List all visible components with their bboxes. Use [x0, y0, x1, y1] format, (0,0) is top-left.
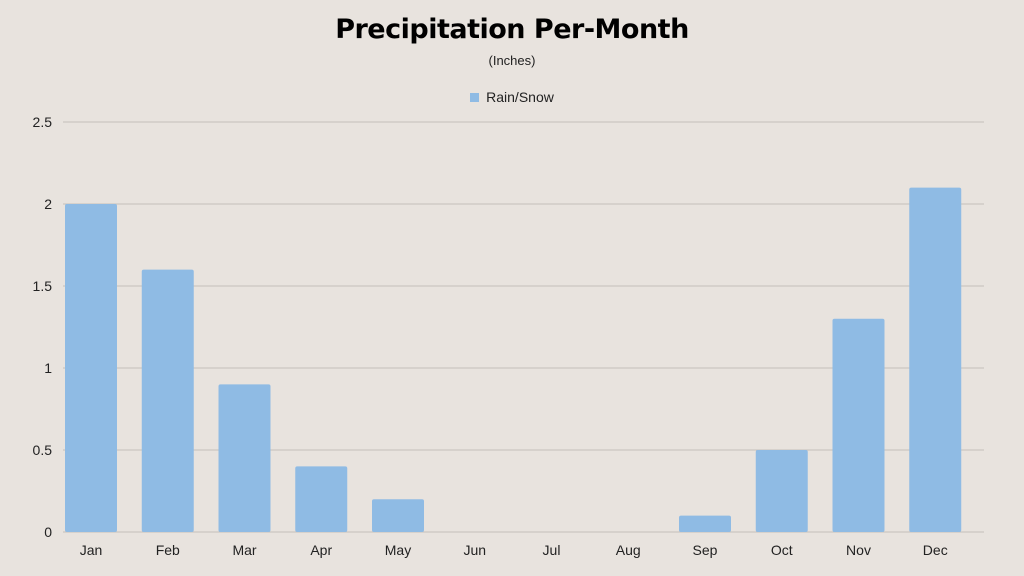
- chart-subtitle: (Inches): [488, 53, 536, 68]
- x-tick-label: Dec: [923, 542, 948, 558]
- x-tick-label: Apr: [310, 542, 332, 558]
- y-tick-label: 2: [44, 196, 52, 212]
- bar: [295, 466, 348, 532]
- bar: [65, 204, 117, 532]
- bar: [755, 450, 808, 532]
- bar: [679, 515, 731, 532]
- x-tick-label: Aug: [616, 542, 641, 558]
- x-tick-label: May: [385, 542, 411, 558]
- bar: [832, 318, 885, 532]
- y-tick-label: 1: [44, 360, 52, 376]
- x-tick-label: Sep: [693, 542, 718, 558]
- bar: [372, 499, 424, 532]
- y-tick-label: 0.5: [33, 442, 53, 458]
- bar: [141, 269, 194, 532]
- y-tick-label: 2.5: [33, 114, 53, 130]
- x-tick-label: Jun: [463, 542, 486, 558]
- chart-legend: Rain/Snow: [0, 89, 1024, 105]
- legend-swatch: [470, 92, 480, 102]
- x-tick-label: Oct: [771, 542, 793, 558]
- bar: [909, 187, 962, 532]
- legend-label: Rain/Snow: [486, 89, 554, 105]
- y-tick-label: 1.5: [33, 278, 53, 294]
- x-tick-label: Mar: [232, 542, 256, 558]
- y-tick-label: 0: [44, 524, 52, 540]
- x-tick-label: Jul: [543, 542, 561, 558]
- bar: [218, 384, 271, 532]
- chart-title: Precipitation Per-Month: [335, 14, 689, 45]
- x-tick-label: Jan: [80, 542, 103, 558]
- x-tick-label: Feb: [156, 542, 180, 558]
- x-tick-label: Nov: [846, 542, 871, 558]
